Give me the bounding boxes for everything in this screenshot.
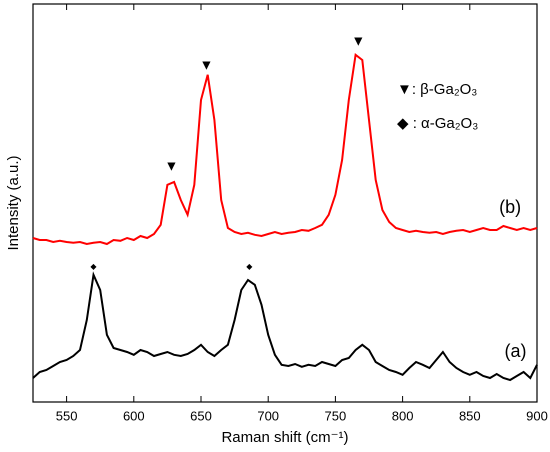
x-tick-label: 900 bbox=[526, 408, 548, 423]
x-tick-label: 600 bbox=[123, 408, 145, 423]
x-axis-label: Raman shift (cm⁻¹) bbox=[221, 429, 348, 446]
legend-entry: ◆ : α-Ga₂O₃ bbox=[397, 115, 478, 132]
series-label: (a) bbox=[504, 341, 526, 361]
x-tick-label: 550 bbox=[56, 408, 78, 423]
x-tick-label: 750 bbox=[325, 408, 347, 423]
peak-marker: ◆ bbox=[90, 262, 97, 271]
series-line bbox=[32, 52, 538, 246]
series-line bbox=[32, 271, 538, 382]
peak-marker: ◆ bbox=[246, 262, 253, 271]
series-label: (b) bbox=[499, 197, 521, 217]
x-tick-label: 850 bbox=[459, 408, 481, 423]
peak-marker: ▼ bbox=[165, 158, 179, 174]
plot-frame bbox=[32, 3, 538, 403]
peak-marker: ▼ bbox=[199, 57, 213, 73]
x-tick-label: 700 bbox=[257, 408, 279, 423]
legend-entry: ▼: β-Ga₂O₃ bbox=[397, 81, 477, 98]
y-axis-label: Intensity (a.u.) bbox=[5, 155, 22, 250]
x-tick-label: 650 bbox=[190, 408, 212, 423]
peak-marker: ▼ bbox=[351, 33, 365, 49]
x-tick-label: 800 bbox=[392, 408, 414, 423]
